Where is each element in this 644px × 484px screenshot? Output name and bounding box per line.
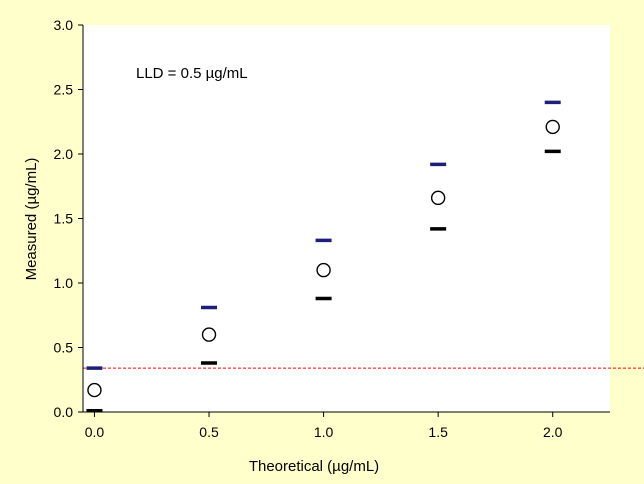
data-point-mean: [201, 327, 217, 342]
y-axis-title: Measured (µg/mL): [23, 158, 40, 281]
x-tick-label: 0.0: [85, 424, 105, 440]
y-tick-label: 2.0: [54, 146, 74, 162]
y-tick-label: 1.5: [54, 211, 74, 227]
data-point-mean: [430, 190, 446, 206]
y-tick-label: 3.0: [54, 17, 74, 33]
y-tick-label: 1.0: [54, 275, 74, 291]
data-point-mean: [316, 262, 331, 278]
plot-background: [83, 25, 610, 412]
y-tick-label: 0.0: [54, 404, 74, 420]
x-axis-title: Theoretical (µg/mL): [249, 458, 379, 475]
x-tick-label: 2.0: [543, 424, 563, 440]
y-tick-label: 2.5: [54, 82, 74, 98]
x-tick-label: 0.5: [199, 424, 219, 440]
data-point-mean: [87, 382, 102, 398]
x-tick-label: 1.0: [314, 424, 334, 440]
y-tick-label: 0.5: [54, 340, 74, 356]
data-point-mean: [545, 119, 560, 135]
annotation-lld: LLD = 0.5 µg/mL: [136, 65, 248, 82]
x-tick-label: 1.5: [428, 424, 448, 440]
